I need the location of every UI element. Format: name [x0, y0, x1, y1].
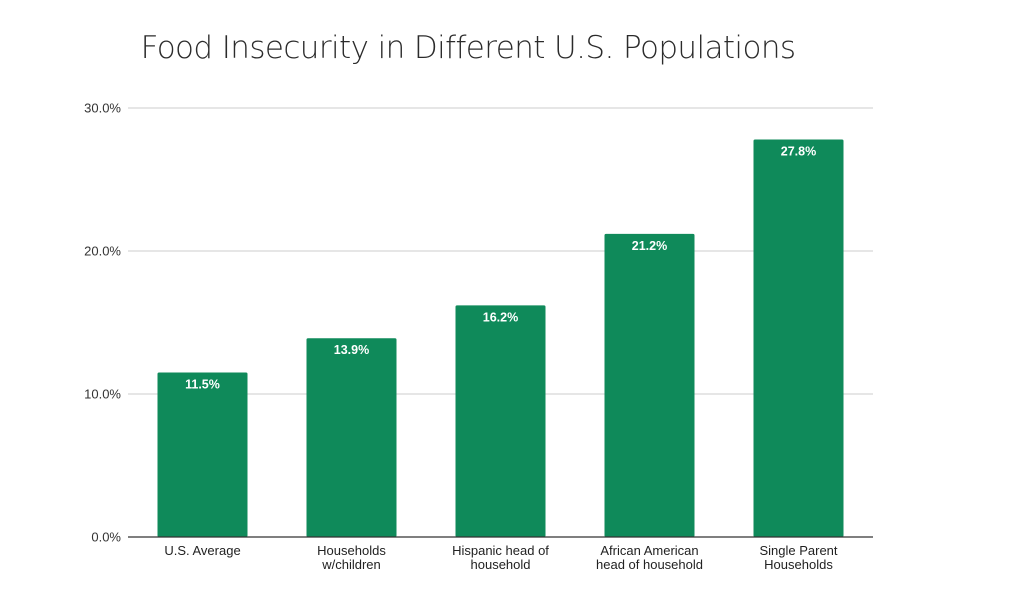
x-category-label-line: Households: [764, 557, 833, 572]
y-tick-label: 30.0%: [84, 101, 121, 116]
bar-value-label: 13.9%: [334, 343, 369, 357]
y-tick-label: 10.0%: [84, 387, 121, 402]
bars: [157, 139, 844, 537]
bar: [753, 139, 844, 537]
y-tick-label: 0.0%: [91, 530, 121, 545]
x-category-label: U.S. Average: [164, 543, 240, 558]
bar-value-label: 21.2%: [632, 239, 667, 253]
x-category-label-line: head of household: [596, 557, 703, 572]
bar: [455, 305, 546, 537]
x-category-label-line: household: [471, 557, 531, 572]
x-category-label-line: African American: [600, 543, 698, 558]
bar-value-label: 16.2%: [483, 310, 518, 324]
bar-value-label: 11.5%: [185, 378, 220, 392]
x-category-label-line: Single Parent: [759, 543, 837, 558]
bar-value-label: 27.8%: [781, 144, 816, 158]
x-axis-categories: U.S. Average Households w/childrenHispanic…: [164, 543, 838, 572]
x-category-label-line: U.S. Average: [164, 543, 240, 558]
bar: [306, 338, 397, 537]
x-category-label-line: Hispanic head of: [452, 543, 549, 558]
y-tick-label: 20.0%: [84, 244, 121, 259]
x-category-label: Single Parent Households: [759, 543, 837, 572]
x-category-label-line: Households: [317, 543, 386, 558]
bar: [157, 372, 248, 537]
x-category-label: African American head of household: [596, 543, 703, 572]
x-category-label-line: w/children: [321, 557, 381, 572]
x-category-label: Households w/children: [317, 543, 386, 572]
bar: [604, 233, 695, 537]
x-category-label: Hispanic head of household: [452, 543, 549, 572]
y-axis-ticks: 0.0% 10.0% 20.0% 30.0%: [84, 101, 121, 545]
chart-title: Food Insecurity in Different U.S. Popula…: [141, 30, 796, 66]
data-labels: 11.5% 13.9% 16.2% 21.2% 27.8%: [185, 144, 816, 391]
